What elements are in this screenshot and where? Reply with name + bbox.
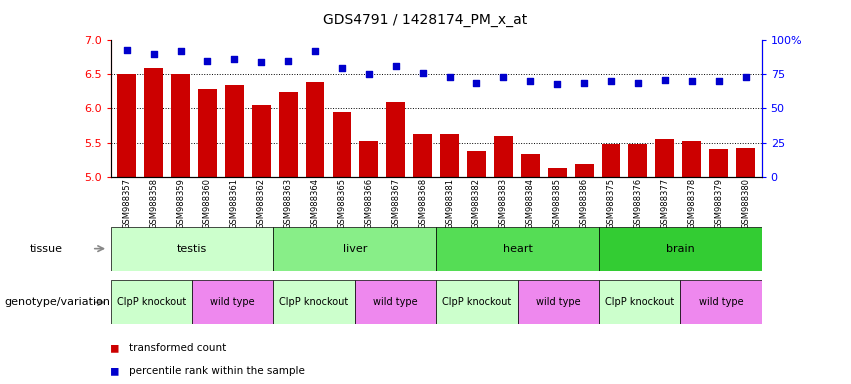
Text: liver: liver	[343, 243, 367, 254]
Bar	[386, 102, 405, 177]
Text: heart: heart	[503, 243, 533, 254]
Point	[227, 56, 241, 63]
Point	[658, 77, 671, 83]
Bar	[355, 280, 436, 324]
Bar	[192, 280, 273, 324]
Text: ClpP knockout: ClpP knockout	[279, 297, 349, 308]
Bar	[629, 144, 648, 177]
Bar	[517, 280, 599, 324]
Text: brain: brain	[665, 243, 694, 254]
Bar	[494, 136, 513, 177]
Bar	[111, 280, 192, 324]
Bar	[602, 144, 620, 177]
Text: ClpP knockout: ClpP knockout	[117, 297, 186, 308]
Text: ClpP knockout: ClpP knockout	[443, 297, 511, 308]
Text: ClpP knockout: ClpP knockout	[605, 297, 674, 308]
Point	[551, 81, 564, 87]
Bar	[680, 280, 762, 324]
Bar	[306, 82, 324, 177]
Text: testis: testis	[177, 243, 207, 254]
Bar	[225, 84, 243, 177]
Point	[497, 74, 511, 80]
Point	[631, 79, 645, 86]
Bar	[111, 227, 273, 271]
Bar	[171, 74, 190, 177]
Text: ■: ■	[111, 364, 126, 377]
Bar	[414, 134, 432, 177]
Point	[389, 63, 403, 69]
Bar	[599, 227, 762, 271]
Bar	[198, 89, 217, 177]
Bar	[252, 105, 271, 177]
Bar	[145, 68, 163, 177]
Text: ■: ■	[111, 341, 126, 354]
Point	[254, 59, 268, 65]
Point	[282, 58, 295, 64]
Bar	[548, 169, 567, 177]
Text: tissue: tissue	[30, 243, 63, 254]
Bar	[279, 92, 298, 177]
Bar	[273, 280, 355, 324]
Point	[577, 79, 591, 86]
Point	[685, 78, 699, 84]
Bar	[117, 74, 136, 177]
Point	[739, 74, 752, 80]
Point	[443, 74, 456, 80]
Text: wild type: wild type	[699, 297, 743, 308]
Point	[174, 48, 187, 54]
Bar	[683, 141, 701, 177]
Point	[604, 78, 618, 84]
Bar	[599, 280, 680, 324]
Bar	[333, 112, 351, 177]
Text: wild type: wild type	[210, 297, 255, 308]
Point	[470, 79, 483, 86]
Point	[523, 78, 537, 84]
Bar	[655, 139, 674, 177]
Bar	[467, 151, 486, 177]
Bar	[574, 164, 593, 177]
Text: wild type: wild type	[373, 297, 418, 308]
Text: percentile rank within the sample: percentile rank within the sample	[129, 366, 306, 376]
Bar	[436, 227, 599, 271]
Point	[201, 58, 214, 64]
Bar	[359, 141, 379, 177]
Bar	[273, 227, 437, 271]
Bar	[709, 149, 728, 177]
Point	[416, 70, 430, 76]
Text: transformed count: transformed count	[129, 343, 226, 353]
Point	[335, 65, 349, 71]
Point	[120, 47, 134, 53]
Bar	[440, 134, 459, 177]
Point	[308, 48, 322, 54]
Text: genotype/variation: genotype/variation	[4, 297, 111, 308]
Point	[362, 71, 375, 78]
Bar	[736, 148, 755, 177]
Text: GDS4791 / 1428174_PM_x_at: GDS4791 / 1428174_PM_x_at	[323, 13, 528, 27]
Point	[147, 51, 161, 57]
Point	[711, 78, 725, 84]
Bar	[436, 280, 517, 324]
Bar	[521, 154, 540, 177]
Text: wild type: wild type	[536, 297, 580, 308]
